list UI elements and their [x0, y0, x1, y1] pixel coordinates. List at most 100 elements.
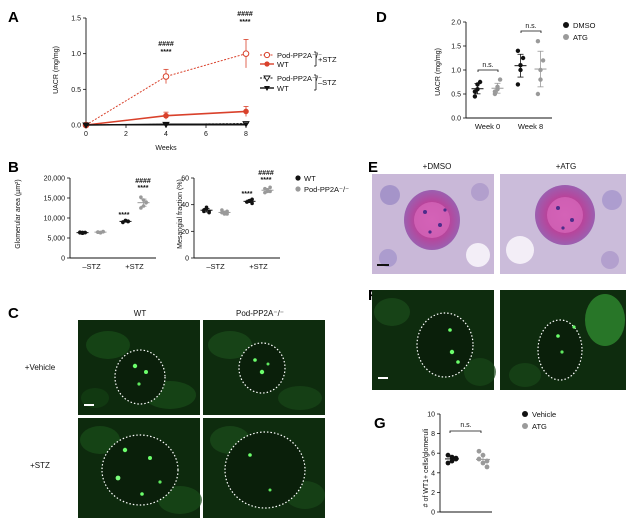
data-point [163, 122, 169, 128]
y-tick-label: 60 [181, 176, 189, 183]
micrograph-c-wt-stz [78, 418, 202, 518]
x-tick-label: 2 [124, 131, 128, 138]
legend-group-nostz: –STZ [318, 78, 337, 87]
panel-a-ylabel: UACR (mg/mg) [53, 46, 60, 94]
panel-a-sig-w8-bottom: **** [240, 19, 251, 26]
panel-b-right-chart: Mesangial fraction (%) 0 20 40 60 –STZ +STZ *… [177, 170, 349, 271]
x-tick-label: Week 8 [518, 122, 543, 131]
data-point [163, 112, 169, 119]
panel-b-left-marks [76, 195, 150, 235]
data-point [449, 458, 455, 464]
panel-e-col-atg: +ATG [556, 162, 577, 171]
data-point [484, 464, 490, 470]
legend-label-atg: ATG [573, 33, 588, 42]
x-tick-label: –STZ [206, 262, 225, 271]
panel-d-chart: UACR (mg/mg) 0.0 0.5 1.0 1.5 2.0 Week 0 Week 8… [435, 20, 596, 132]
panel-b-left-chart: Glomerular area (µm²) 0 5,000 10,000 15,000… [15, 176, 156, 271]
panel-f-micrographs [372, 290, 626, 390]
data-point [121, 220, 125, 225]
micrograph-f-atg [500, 290, 626, 390]
legend-marker-dmso [563, 22, 569, 28]
data-point [242, 50, 250, 57]
panel-g-sig-label: n.s. [460, 422, 471, 429]
legend-marker-ko-stz [263, 51, 271, 59]
y-tick-label: 8 [431, 431, 435, 438]
y-tick-label: 0.0 [451, 116, 461, 123]
data-point [162, 73, 170, 80]
panel-a-chart: UACR (mg/mg) Weeks 0.0 0.5 1.0 1.5 0 2 4 6 8 ###… [53, 11, 337, 152]
y-tick-label: 1.0 [451, 68, 461, 75]
panel-d-marks [471, 39, 547, 99]
x-tick-label: 0 [84, 131, 88, 138]
x-tick-label: +STZ [249, 262, 268, 271]
panel-e-micrographs: +DMSO +ATG [372, 162, 626, 274]
legend-label-wt-nostz: WT [277, 84, 289, 93]
panel-a-sig-w4-top: #### [158, 41, 174, 48]
panel-label-g: G [374, 415, 386, 432]
panel-a-marks [82, 39, 250, 129]
panel-b-left-sig-wt: **** [119, 212, 130, 219]
y-tick-label: 15,000 [44, 196, 66, 203]
panel-b-right-ylabel: Mesangial fraction (%) [177, 179, 184, 249]
panel-c-row-stz: +STZ [30, 461, 50, 470]
panel-g-chart: # of WT1+ cells/glomeruli 0 2 4 6 8 10 n.s. V… [423, 410, 556, 517]
x-tick-label: +STZ [125, 262, 144, 271]
data-point [477, 79, 483, 85]
data-point [141, 198, 146, 202]
data-point [202, 208, 206, 212]
data-point [495, 87, 500, 92]
panel-b-left-sig-ko-bottom: **** [138, 185, 149, 192]
y-tick-label: 20,000 [44, 176, 66, 183]
y-tick-label: 20 [181, 229, 189, 236]
x-tick-label: 4 [164, 131, 168, 138]
panel-a-sig-w8-top: #### [237, 11, 253, 18]
panel-d-sig-week0-label: n.s. [482, 62, 493, 69]
panel-d-axes: 0.0 0.5 1.0 1.5 2.0 Week 0 Week 8 [451, 20, 552, 131]
data-point [520, 55, 526, 61]
micrograph-e-dmso [372, 174, 494, 274]
data-point [265, 189, 270, 194]
legend-marker-wt-nostz [264, 86, 270, 91]
legend-marker-vehicle [522, 411, 528, 417]
y-tick-label: 4 [431, 470, 435, 477]
y-tick-label: 0.5 [71, 87, 81, 94]
data-point [515, 48, 521, 53]
panel-label-b: B [8, 159, 19, 176]
legend-marker-ko [295, 186, 301, 192]
panel-c-col-ko: Pod-PP2A⁻/⁻ [236, 309, 284, 318]
legend-label-ko: Pod-PP2A⁻/⁻ [304, 185, 349, 194]
data-point [484, 458, 490, 464]
data-point [83, 123, 89, 128]
panel-a-xlabel: Weeks [155, 145, 177, 152]
legend-label-wt-stz: WT [277, 60, 289, 69]
y-tick-label: 10 [427, 412, 435, 419]
panel-g-legend: Vehicle ATG [522, 410, 556, 431]
panel-c-col-wt: WT [134, 309, 147, 318]
y-tick-label: 5,000 [47, 236, 65, 243]
panel-c-micrographs: WT Pod-PP2A⁻/⁻ +Vehicle +STZ [25, 309, 325, 518]
panel-a-sig-w4-bottom: **** [161, 49, 172, 56]
panel-b-left-axes: 0 5,000 10,000 15,000 20,000 –STZ +STZ [44, 176, 156, 271]
legend-label-ko-stz: Pod-PP2A⁻/⁻ [277, 51, 322, 60]
y-tick-label: 0 [61, 256, 65, 263]
data-point [144, 200, 148, 204]
panel-label-d: D [376, 9, 387, 26]
legend-group-stz: +STZ [318, 55, 337, 64]
data-point [497, 77, 503, 82]
y-tick-label: 0 [185, 256, 189, 263]
data-point [204, 205, 209, 210]
panel-b-right-legend: WT Pod-PP2A⁻/⁻ [295, 174, 349, 194]
data-point [247, 198, 252, 203]
data-point [538, 67, 543, 73]
panel-b-right-sig-wt: **** [242, 191, 253, 198]
panel-b-right-axes: 0 20 40 60 –STZ +STZ [181, 176, 280, 271]
y-tick-label: 10,000 [44, 216, 66, 223]
data-point [518, 67, 523, 73]
panel-b-right-sig-ko-top: #### [258, 170, 274, 177]
data-point [445, 460, 451, 466]
micrograph-f-vehicle [372, 290, 496, 390]
panel-d-legend: DMSO ATG [563, 21, 596, 42]
panel-e-col-dmso: +DMSO [423, 162, 452, 171]
panel-g-sig: n.s. [449, 422, 482, 433]
